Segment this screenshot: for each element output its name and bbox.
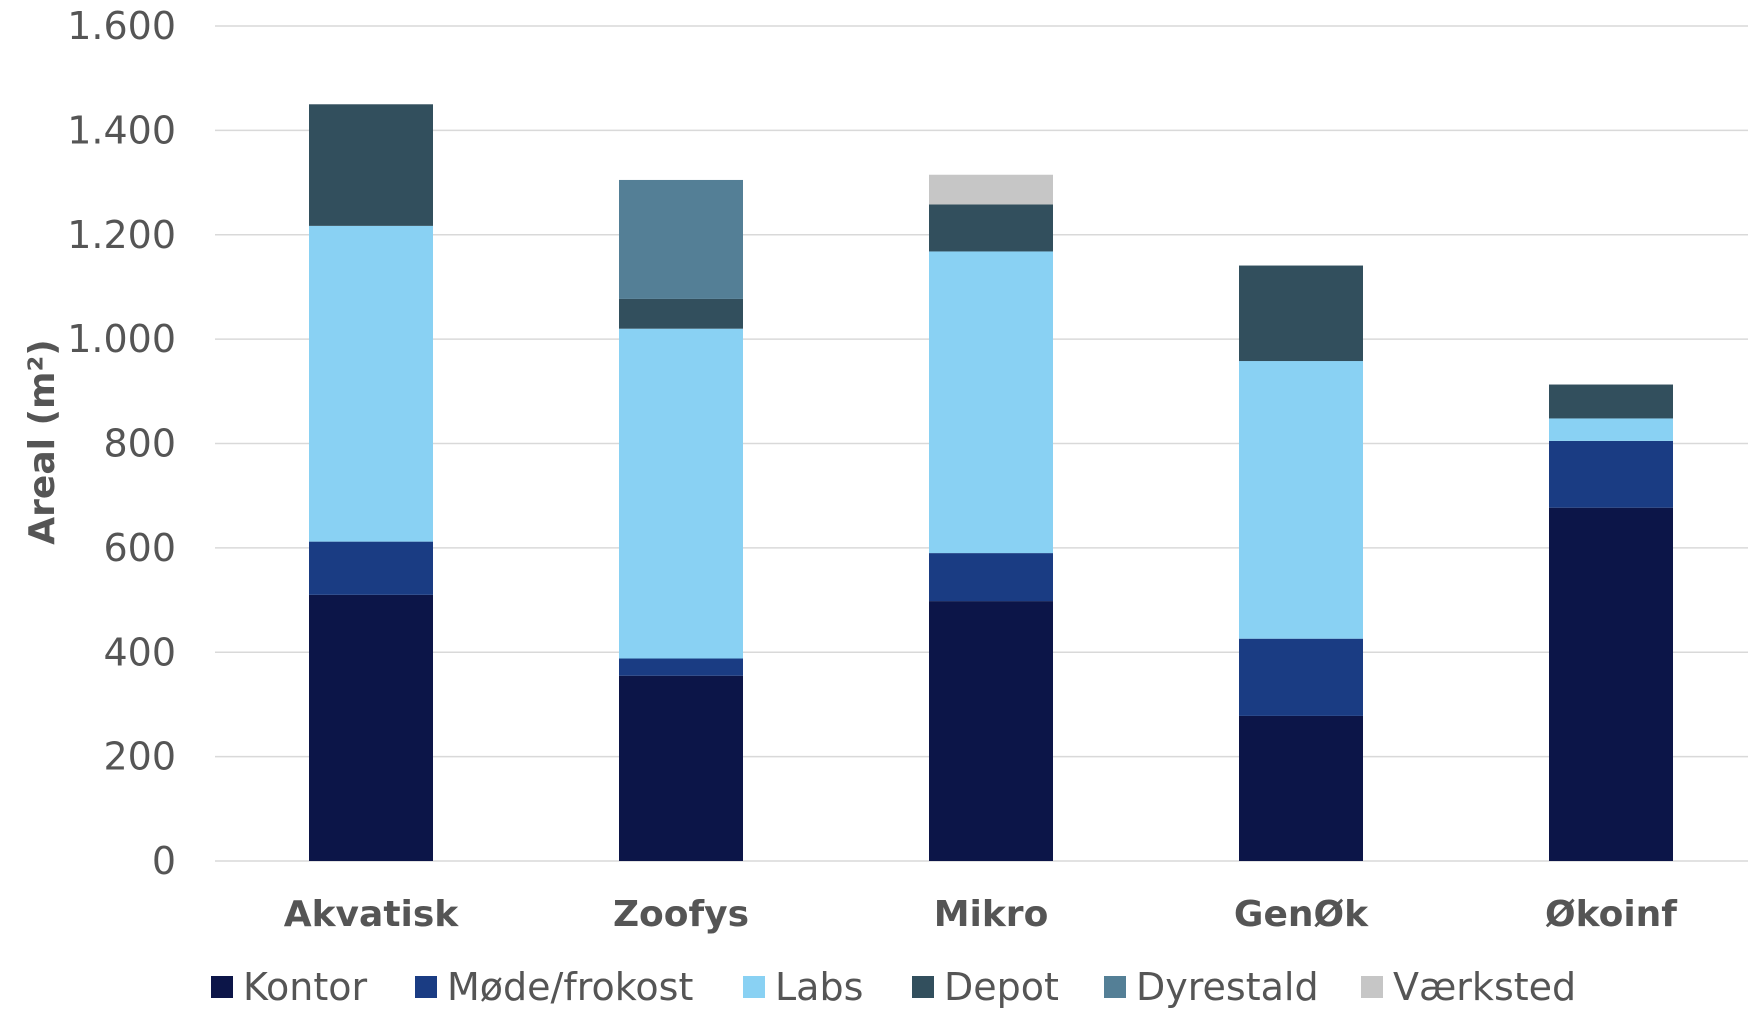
bar-segment	[929, 251, 1053, 554]
y-axis-title: Areal (m²)	[22, 339, 63, 544]
x-category-label: Mikro	[934, 894, 1049, 935]
y-tick-label: 1.200	[67, 213, 176, 257]
y-tick-label: 600	[103, 526, 176, 570]
bar-segment	[1549, 384, 1673, 419]
legend-swatch	[1361, 976, 1383, 998]
legend-label: Kontor	[243, 965, 368, 1009]
y-axis-ticks: 0 200 400 600 800 1.000 1.200 1.400 1.600	[67, 4, 176, 883]
bar-segment	[1239, 265, 1363, 362]
legend-swatch	[415, 976, 437, 998]
y-tick-label: 1.600	[67, 4, 176, 48]
x-category-label: Akvatisk	[284, 894, 460, 935]
legend-label: Værksted	[1393, 965, 1576, 1009]
bar-segment	[619, 658, 743, 676]
x-category-label: Økoinf	[1545, 894, 1677, 935]
bar-segment	[619, 298, 743, 329]
y-tick-label: 1.000	[67, 317, 176, 361]
bar-segment	[1549, 418, 1673, 441]
bar-segment	[1549, 507, 1673, 861]
legend-swatch	[912, 976, 934, 998]
bar-segment	[619, 675, 743, 861]
bar-segment	[1549, 440, 1673, 508]
legend-label: Møde/frokost	[447, 965, 693, 1009]
bar-segment	[929, 204, 1053, 252]
legend-swatch	[743, 976, 765, 998]
bar-segment	[929, 601, 1053, 861]
legend-swatch	[211, 976, 233, 998]
bar-segment	[929, 174, 1053, 205]
bars	[309, 104, 1673, 861]
bar-segment	[309, 541, 433, 595]
bar-segment	[619, 328, 743, 659]
bar-segment	[619, 179, 743, 299]
legend-swatch	[1104, 976, 1126, 998]
bar-segment	[929, 553, 1053, 602]
x-axis-labels: Akvatisk Zoofys Mikro GenØk Økoinf	[284, 894, 1678, 935]
bar-segment	[309, 104, 433, 226]
y-tick-label: 200	[103, 735, 176, 779]
legend: Kontor Møde/frokost Labs Depot Dyrestald Værk…	[211, 965, 1576, 1009]
legend-label: Dyrestald	[1136, 965, 1319, 1009]
legend-label: Labs	[775, 965, 863, 1009]
bar-segment	[309, 594, 433, 861]
x-category-label: Zoofys	[613, 894, 749, 935]
y-tick-label: 800	[103, 422, 176, 466]
legend-label: Depot	[944, 965, 1059, 1009]
x-category-label: GenØk	[1234, 894, 1369, 935]
y-tick-label: 400	[103, 630, 176, 674]
bar-segment	[1239, 361, 1363, 639]
bar-segment	[1239, 638, 1363, 716]
y-tick-label: 1.400	[67, 108, 176, 152]
bar-segment	[1239, 715, 1363, 861]
bar-segment	[309, 225, 433, 542]
y-tick-label: 0	[152, 839, 176, 883]
